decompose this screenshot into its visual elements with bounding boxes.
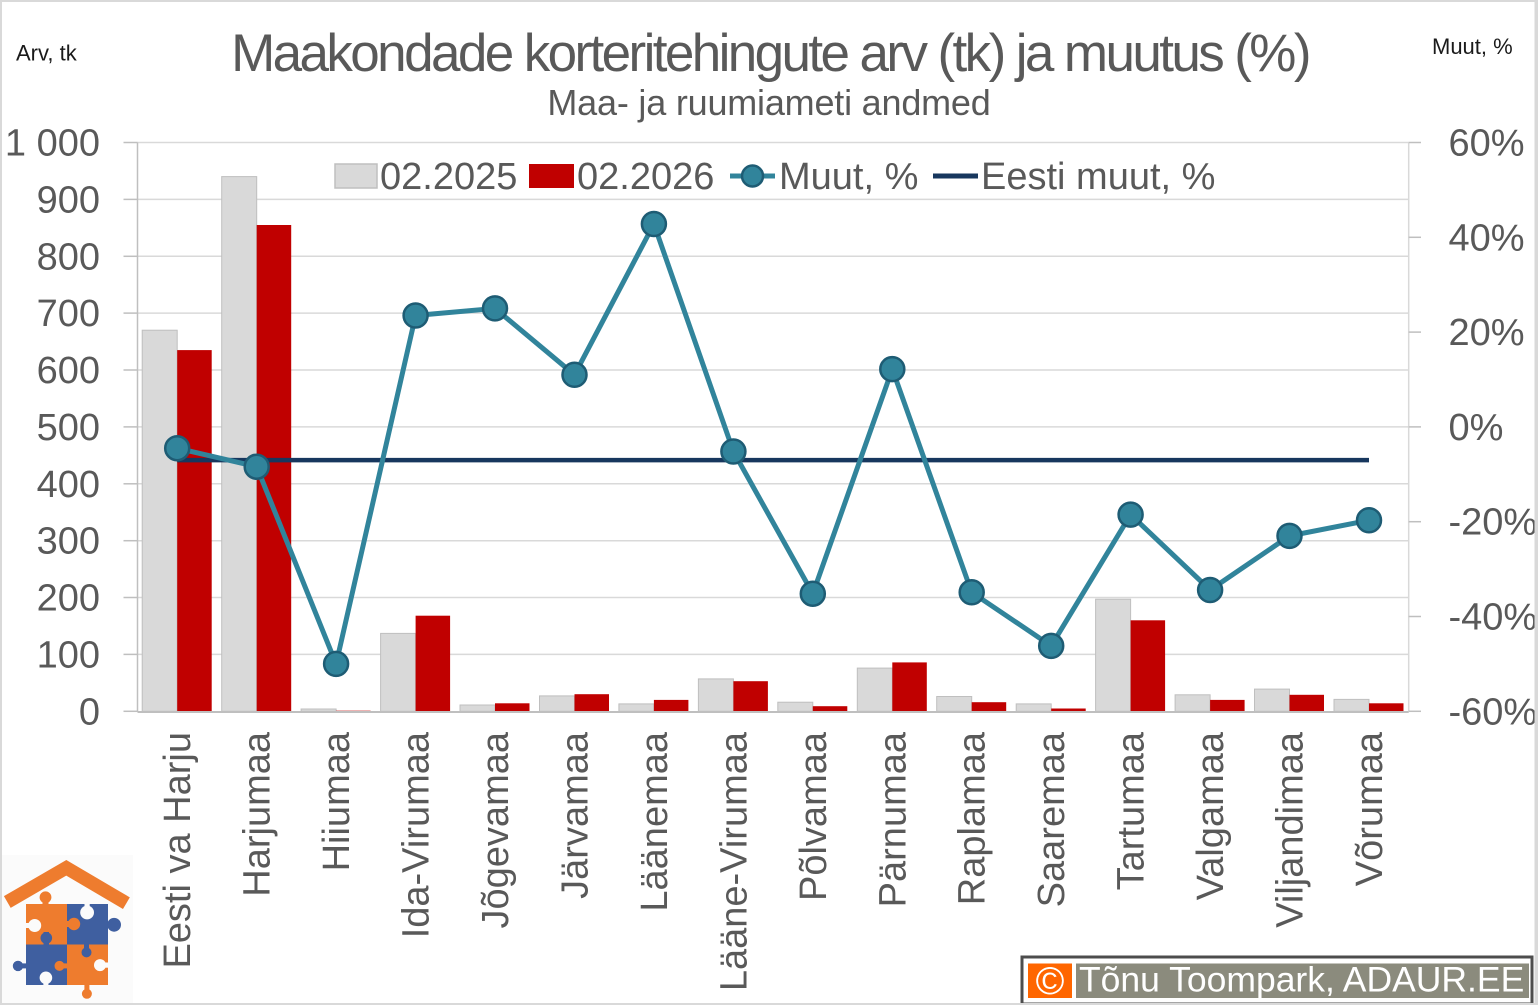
svg-text:Muut, %: Muut, % <box>1432 34 1513 59</box>
svg-text:900: 900 <box>37 179 100 221</box>
svg-text:-60%: -60% <box>1449 691 1538 733</box>
svg-text:200: 200 <box>37 578 100 620</box>
svg-text:Valgamaa: Valgamaa <box>1190 731 1232 900</box>
svg-text:Põlvamaa: Põlvamaa <box>793 731 835 901</box>
svg-text:Tartumaa: Tartumaa <box>1111 731 1153 890</box>
svg-text:Viljandimaa: Viljandimaa <box>1270 731 1312 928</box>
svg-text:Hiiumaa: Hiiumaa <box>316 731 358 871</box>
svg-text:40%: 40% <box>1449 217 1525 259</box>
svg-text:400: 400 <box>37 464 100 506</box>
svg-text:300: 300 <box>37 521 100 563</box>
svg-text:0: 0 <box>79 691 100 733</box>
svg-text:500: 500 <box>37 407 100 449</box>
svg-text:Järvamaa: Järvamaa <box>555 731 597 899</box>
svg-text:Ida-Virumaa: Ida-Virumaa <box>396 731 438 938</box>
svg-text:Eesti va Harju: Eesti va Harju <box>157 732 199 969</box>
svg-text:Raplamaa: Raplamaa <box>952 731 994 905</box>
svg-text:Läänemaa: Läänemaa <box>634 731 676 911</box>
svg-text:Arv, tk: Arv, tk <box>16 41 78 66</box>
svg-text:20%: 20% <box>1449 312 1525 354</box>
svg-text:60%: 60% <box>1449 123 1525 165</box>
svg-text:100: 100 <box>37 634 100 676</box>
svg-text:02.2025: 02.2025 <box>380 156 517 198</box>
svg-text:-20%: -20% <box>1449 502 1538 544</box>
svg-text:Muut, %: Muut, % <box>779 156 918 198</box>
svg-text:Maa- ja ruumiameti andmed: Maa- ja ruumiameti andmed <box>547 82 990 123</box>
svg-text:-40%: -40% <box>1449 597 1538 639</box>
svg-text:0%: 0% <box>1449 407 1504 449</box>
svg-text:Võrumaa: Võrumaa <box>1349 731 1391 886</box>
svg-text:800: 800 <box>37 236 100 278</box>
svg-text:Saaremaa: Saaremaa <box>1031 731 1073 907</box>
svg-text:Maakondade korteritehingute ar: Maakondade korteritehingute arv (tk) ja … <box>231 24 1309 83</box>
svg-text:600: 600 <box>37 350 100 392</box>
svg-text:Jõgevamaa: Jõgevamaa <box>475 731 517 928</box>
svg-text:Harjumaa: Harjumaa <box>237 731 279 897</box>
svg-text:02.2026: 02.2026 <box>577 156 714 198</box>
svg-text:Eesti muut, %: Eesti muut, % <box>981 156 1215 198</box>
svg-text:700: 700 <box>37 293 100 335</box>
svg-text:Lääne-Virumaa: Lääne-Virumaa <box>713 731 755 991</box>
svg-text:Pärnumaa: Pärnumaa <box>872 731 914 907</box>
svg-text:1 000: 1 000 <box>5 123 100 165</box>
svg-text:Tõnu Toompark, ADAUR.EE: Tõnu Toompark, ADAUR.EE <box>1079 960 1524 1000</box>
svg-text:©: © <box>1036 960 1065 1003</box>
